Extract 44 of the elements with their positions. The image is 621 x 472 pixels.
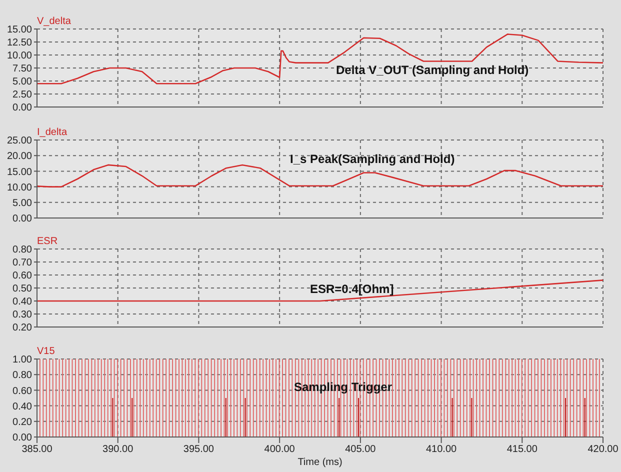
annotation: Delta V_OUT (Sampling and Hold) — [336, 63, 529, 77]
y-tick-label: 1.00 — [12, 354, 32, 366]
y-tick-label: 2.50 — [12, 90, 32, 101]
y-tick-label: 0.80 — [12, 244, 32, 256]
annotation: ESR=0.4[Ohm] — [310, 282, 394, 296]
x-tick-label: 415.00 — [506, 444, 538, 456]
y-tick-label: 20.00 — [6, 151, 32, 162]
y-tick-label: 0.70 — [12, 258, 32, 269]
x-tick-label: 390.00 — [102, 444, 134, 456]
y-tick-label: 10.00 — [6, 182, 32, 194]
chart-title: I_delta — [37, 127, 68, 138]
x-axis-title: Time (ms) — [298, 457, 342, 468]
y-tick-label: 0.20 — [12, 416, 32, 428]
y-tick-label: 10.00 — [6, 50, 32, 62]
x-tick-label: 420.00 — [588, 444, 619, 456]
line-series — [37, 34, 603, 84]
x-tick-label: 410.00 — [426, 444, 458, 456]
y-tick-label: 0.60 — [12, 270, 32, 282]
line-series — [37, 164, 603, 188]
y-tick-label: 0.00 — [12, 102, 32, 114]
x-tick-label: 385.00 — [22, 444, 53, 456]
y-tick-label: 7.50 — [12, 64, 32, 75]
y-tick-label: 15.00 — [6, 166, 32, 178]
y-tick-label: 25.00 — [6, 136, 32, 147]
chart-title: V_delta — [37, 16, 71, 27]
y-tick-label: 0.60 — [12, 386, 32, 397]
x-tick-label: 400.00 — [264, 444, 296, 456]
y-tick-label: 0.00 — [12, 432, 32, 444]
y-tick-label: 5.00 — [12, 198, 32, 209]
y-tick-label: 0.50 — [12, 284, 32, 295]
y-tick-label: 5.00 — [12, 76, 32, 88]
y-tick-label: 12.50 — [6, 38, 32, 49]
y-tick-label: 0.40 — [12, 401, 32, 412]
y-tick-label: 0.30 — [12, 310, 32, 321]
y-tick-label: 0.20 — [12, 322, 32, 334]
y-tick-label: 0.80 — [12, 370, 32, 382]
chart-title: ESR — [37, 236, 58, 247]
y-tick-label: 15.00 — [6, 24, 32, 36]
x-tick-label: 395.00 — [183, 444, 214, 456]
chart-title: V15 — [37, 346, 55, 357]
y-tick-label: 0.40 — [12, 296, 32, 308]
x-tick-label: 405.00 — [345, 444, 376, 456]
annotation: I_s Peak(Sampling and Hold) — [290, 152, 455, 166]
y-tick-label: 0.00 — [12, 214, 32, 225]
